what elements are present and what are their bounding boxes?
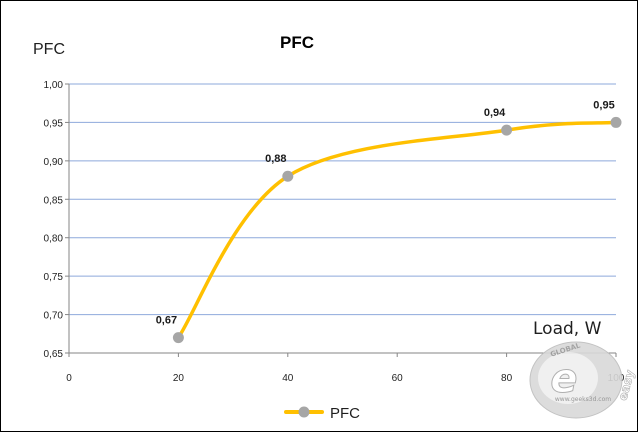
x-tick-label: 40 bbox=[282, 373, 294, 384]
data-point bbox=[282, 170, 294, 182]
axes: 0,65 0,70 0,75 0,80 0,85 0,90 0,95 1,00 0 20 40 60 8… bbox=[44, 80, 625, 384]
x-tick-label: 20 bbox=[173, 373, 185, 384]
watermark-logo: e easy GLOBAL www.geeks3d.com bbox=[529, 341, 637, 419]
series-pfc bbox=[172, 116, 622, 344]
x-tick-label: 80 bbox=[501, 373, 513, 384]
chart-title: PFC bbox=[280, 33, 314, 52]
y-tick-label: 1,00 bbox=[44, 80, 64, 91]
x-tick-label: 0 bbox=[66, 373, 72, 384]
grid-lines bbox=[69, 83, 616, 316]
data-point bbox=[501, 124, 513, 136]
y-tick-label: 0,80 bbox=[44, 234, 64, 245]
data-point bbox=[172, 332, 184, 344]
y-axis-label: PFC bbox=[33, 41, 65, 58]
legend-marker-swatch bbox=[298, 406, 310, 418]
y-tick-label: 0,75 bbox=[44, 272, 64, 283]
data-label: 0,67 bbox=[156, 315, 177, 327]
data-label: 0,95 bbox=[593, 99, 614, 111]
data-point bbox=[610, 116, 622, 128]
x-axis-label: Load, W bbox=[533, 319, 602, 339]
data-label: 0,94 bbox=[484, 107, 506, 119]
legend: PFC bbox=[284, 405, 360, 422]
legend-label-pfc: PFC bbox=[330, 405, 360, 422]
y-tick-label: 0,65 bbox=[44, 349, 64, 360]
data-label: 0,88 bbox=[265, 153, 286, 165]
y-tick-label: 0,90 bbox=[44, 157, 64, 168]
y-tick-label: 0,70 bbox=[44, 311, 64, 322]
series-line-pfc bbox=[176, 120, 618, 340]
y-tick-label: 0,85 bbox=[44, 195, 64, 206]
y-tick-label: 0,95 bbox=[44, 118, 64, 129]
x-tick-label: 60 bbox=[392, 373, 404, 384]
svg-text:e: e bbox=[550, 356, 577, 402]
data-labels: 0,67 0,88 0,94 0,95 bbox=[156, 99, 615, 326]
watermark-site: www.geeks3d.com bbox=[555, 396, 611, 403]
